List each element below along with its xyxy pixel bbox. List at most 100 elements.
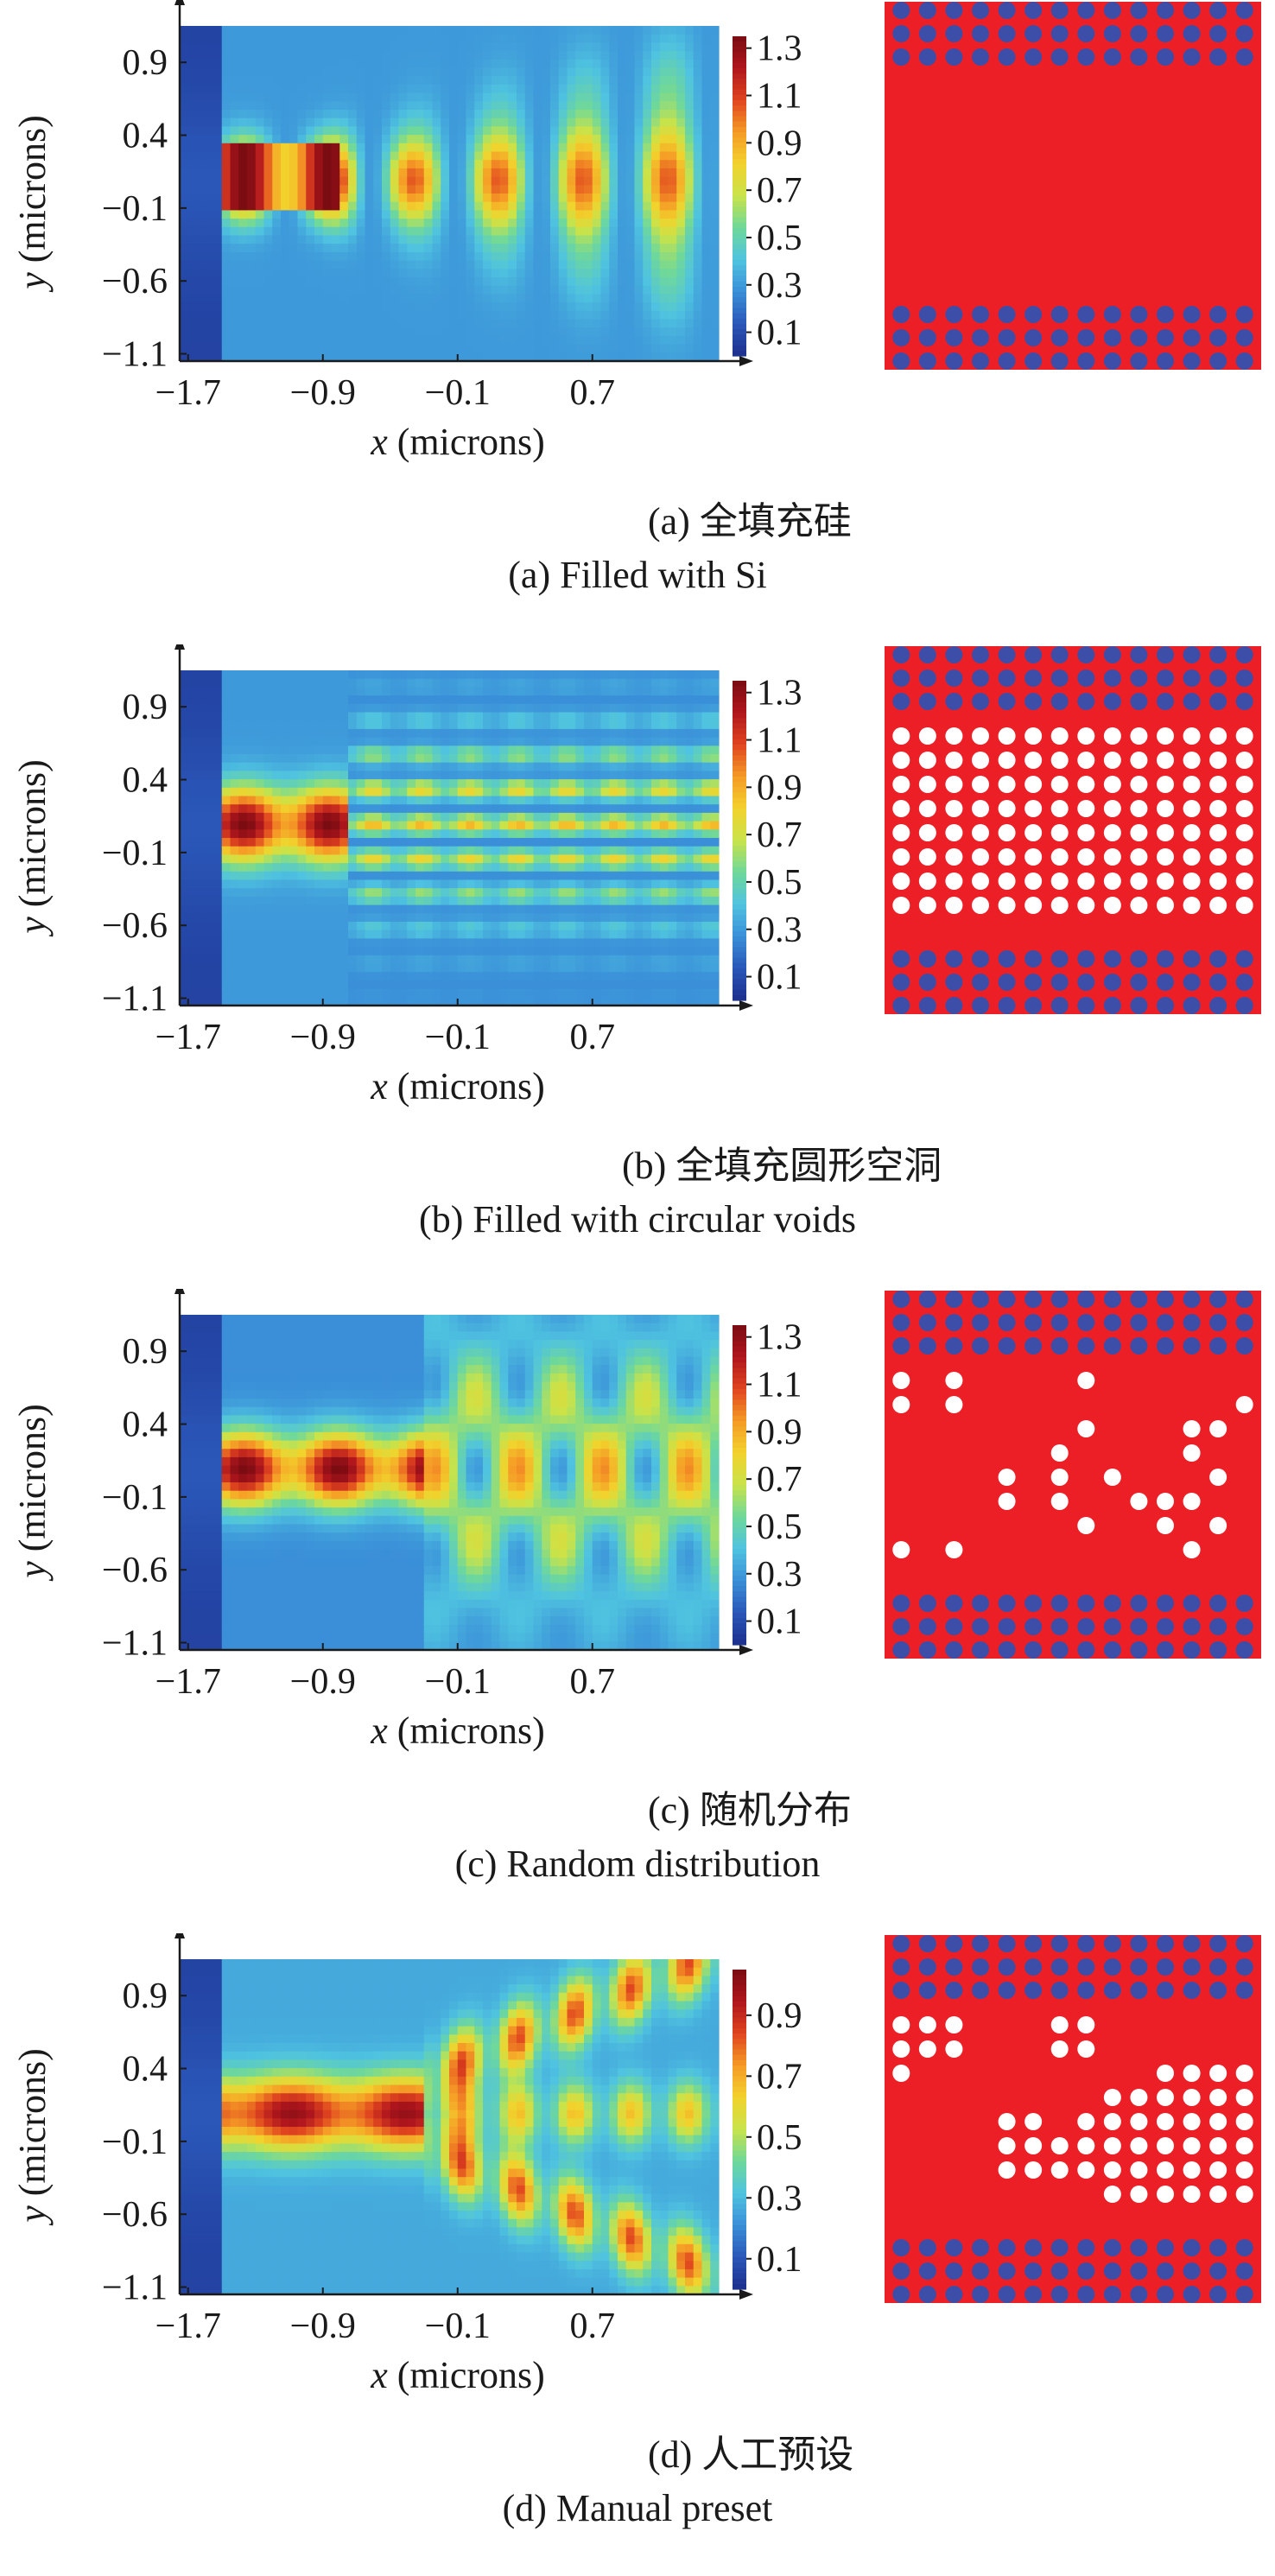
heatmap-cell <box>609 85 618 93</box>
heatmap-cell <box>643 143 651 152</box>
heatmap-cell <box>188 938 197 947</box>
heatmap-cell <box>256 980 264 989</box>
heatmap-cell <box>332 854 340 863</box>
heatmap-cell <box>264 938 273 947</box>
heatmap-cell <box>332 336 340 345</box>
heatmap-cell <box>458 252 466 261</box>
heatmap-cell <box>197 788 206 796</box>
heatmap-cell <box>643 897 651 905</box>
heatmap-cell <box>373 60 382 68</box>
heatmap-cell <box>264 738 273 746</box>
heatmap-cell <box>323 888 332 897</box>
heatmap-cell <box>534 126 542 135</box>
heatmap-cell <box>205 838 213 847</box>
heatmap-cell <box>348 980 357 989</box>
heatmap-cell <box>517 35 525 43</box>
heatmap-cell <box>213 277 222 286</box>
heatmap-cell <box>357 302 365 311</box>
heatmap-cell <box>180 152 188 161</box>
heatmap-cell <box>593 687 601 695</box>
heatmap-cell <box>382 244 390 252</box>
heatmap-cell <box>281 160 289 168</box>
heatmap-cell <box>281 101 289 110</box>
heatmap-cell <box>593 980 601 989</box>
heatmap-cell <box>339 26 348 35</box>
heatmap-cell <box>247 244 256 252</box>
heatmap-cell <box>231 754 239 763</box>
heatmap-cell <box>306 118 314 127</box>
heatmap-cell <box>339 964 348 973</box>
heatmap-cell <box>575 42 584 51</box>
heatmap-cell <box>197 202 206 211</box>
heatmap-cell <box>542 779 550 788</box>
heatmap-cell <box>584 126 593 135</box>
colorbar-step <box>733 68 746 74</box>
heatmap-cell <box>669 336 677 345</box>
heatmap-cell <box>626 101 635 110</box>
heatmap-cell <box>542 269 550 277</box>
heatmap-cell <box>415 85 424 93</box>
heatmap-cell <box>441 738 449 746</box>
heatmap-cell <box>542 35 550 43</box>
heatmap-cell <box>306 68 314 77</box>
heatmap-cell <box>635 687 644 695</box>
heatmap-cell <box>314 101 323 110</box>
colorbar-step <box>733 329 746 335</box>
heatmap-cell <box>281 294 289 302</box>
heatmap-cell <box>584 905 593 914</box>
heatmap-cell <box>272 679 281 688</box>
heatmap-cell <box>339 210 348 219</box>
heatmap-cell <box>348 905 357 914</box>
heatmap-cell <box>517 905 525 914</box>
heatmap-cell <box>247 320 256 328</box>
heatmap-cell <box>466 955 475 964</box>
heatmap-cell <box>373 152 382 161</box>
heatmap-cell <box>213 252 222 261</box>
heatmap-cell <box>483 219 492 227</box>
heatmap-cell <box>281 302 289 311</box>
heatmap-cell <box>500 872 509 880</box>
heatmap-cell <box>231 905 239 914</box>
heatmap-cell <box>458 68 466 77</box>
heatmap-cell <box>298 746 307 754</box>
heatmap-cell <box>618 838 626 847</box>
heatmap-cell <box>466 964 475 973</box>
heatmap-cell <box>231 720 239 729</box>
heatmap-cell <box>256 294 264 302</box>
heatmap-cell <box>247 922 256 930</box>
heatmap-cell <box>542 964 550 973</box>
heatmap-cell <box>238 168 247 177</box>
heatmap-cell <box>669 236 677 244</box>
heatmap-cell <box>568 286 576 295</box>
heatmap-cell <box>500 863 509 872</box>
heatmap-cell <box>281 746 289 754</box>
heatmap-cell <box>508 101 517 110</box>
heatmap-cell <box>306 922 314 930</box>
heatmap-cell <box>407 888 415 897</box>
heatmap-cell <box>643 972 651 980</box>
heatmap-cell <box>365 872 374 880</box>
heatmap-cell <box>382 947 390 955</box>
heatmap-cell <box>517 160 525 168</box>
heatmap-cell <box>542 219 550 227</box>
heatmap-cell <box>415 695 424 704</box>
heatmap-cell <box>449 829 458 838</box>
heatmap-cell <box>685 160 694 168</box>
heatmap-cell <box>517 980 525 989</box>
heatmap-cell <box>433 327 441 336</box>
heatmap-cell <box>222 771 231 779</box>
heatmap-cell <box>626 720 635 729</box>
heatmap-cell <box>500 135 509 143</box>
heatmap-cell <box>584 320 593 328</box>
heatmap-cell <box>635 236 644 244</box>
heatmap-cell <box>314 85 323 93</box>
heatmap-cell <box>188 294 197 302</box>
heatmap-cell <box>365 118 374 127</box>
heatmap-cell <box>676 68 685 77</box>
heatmap-cell <box>256 847 264 855</box>
heatmap-cell <box>272 704 281 713</box>
heatmap-cell <box>323 729 332 738</box>
heatmap-cell <box>238 847 247 855</box>
heatmap-cell <box>517 93 525 102</box>
heatmap-cell <box>314 311 323 320</box>
